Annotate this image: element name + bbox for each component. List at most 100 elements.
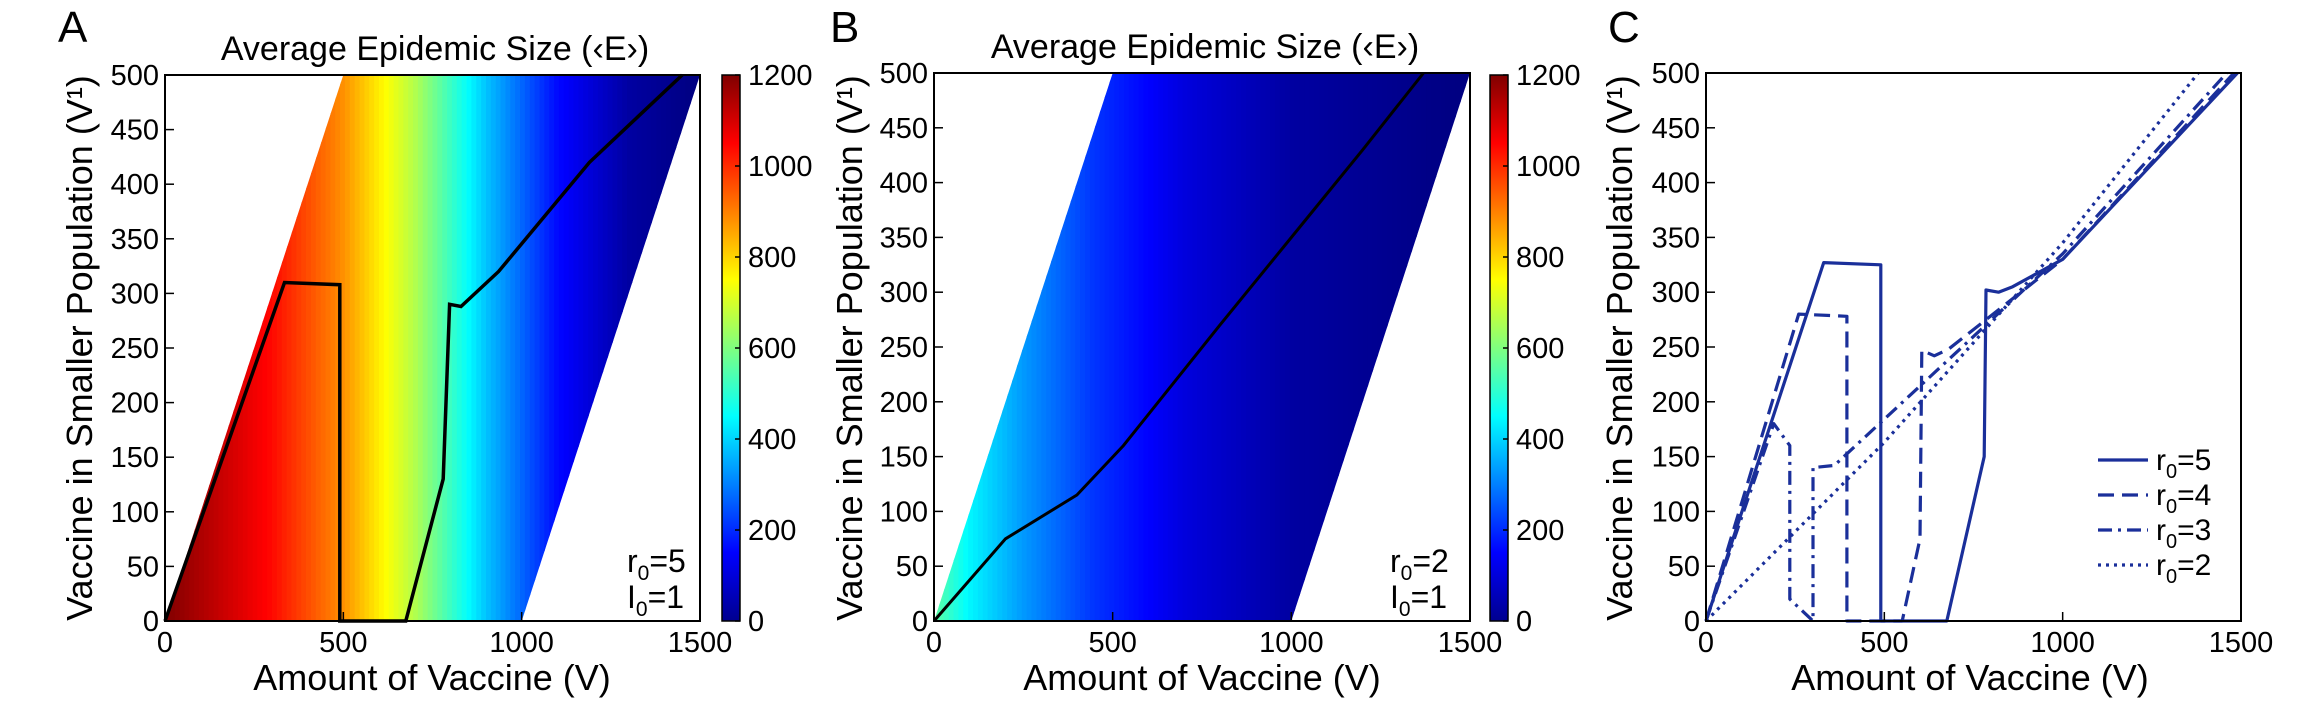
panel-b-heat-cell xyxy=(1036,73,1042,621)
panel-b-heat-cell xyxy=(1392,73,1398,621)
panel-b-y-tick-label: 450 xyxy=(880,113,928,145)
panel-a-heat-cell xyxy=(505,75,512,621)
panel-b-y-tick-label: 100 xyxy=(880,496,928,528)
panel-b-heat-cell xyxy=(1382,73,1388,621)
panel-a-heat-cell xyxy=(646,75,653,621)
panel-a-heat-cell xyxy=(573,75,580,621)
panel-a-x-ticks: 0 500 1000 1500 xyxy=(157,612,732,659)
panel-a-letter: A xyxy=(58,3,88,52)
panel-b-heat-cell xyxy=(1104,73,1111,621)
panel-a-colorbar-tick-label: 600 xyxy=(748,333,796,365)
panel-b-heat-cell xyxy=(1411,73,1418,621)
panel-b-heat-cell xyxy=(1304,73,1310,621)
panel-b-heat-cell xyxy=(953,73,960,621)
panel-b-heat-cell xyxy=(1070,73,1077,621)
panel-b-heat-cell xyxy=(1016,73,1023,621)
panel-b-heat-cell xyxy=(1396,73,1403,621)
panel-a-heat-cell xyxy=(306,75,312,621)
panel-b-heat-cell xyxy=(1431,73,1437,621)
panel-a-y-tick-label: 200 xyxy=(111,388,159,420)
panel-b-heat-cell xyxy=(1255,73,1262,621)
panel-b-y-ticks: 0 50 100 150 200 250 300 350 400 450 500 xyxy=(880,58,943,638)
panel-b-heat-cell xyxy=(1206,73,1213,621)
panel-b-heat-cell xyxy=(1309,73,1315,621)
panel-b-heat-cell xyxy=(972,73,979,621)
panel-a-heat-cell xyxy=(456,75,463,621)
panel-a-heat-cell xyxy=(393,75,400,621)
panel-c-y-tick-label: 200 xyxy=(1652,387,1700,419)
panel-c-x-tick-label: 1500 xyxy=(2209,627,2274,659)
panel-a-heat-cell xyxy=(432,75,439,621)
panel-c-x-tick-label: 0 xyxy=(1698,627,1714,659)
panel-a-heat-cell xyxy=(296,75,302,621)
panel-a-heat-cell xyxy=(461,75,468,621)
panel-b-heat-cell xyxy=(1426,73,1432,621)
panel-b-heat-cell xyxy=(1089,73,1096,621)
panel-a-heat-cell xyxy=(437,75,444,621)
panel-b-heat-cell xyxy=(1143,73,1150,621)
panel-a-heat-cell xyxy=(213,75,220,621)
panel-b-heat-cell xyxy=(1338,73,1345,621)
panel-b-heat-cell xyxy=(1221,73,1228,621)
panel-b-heat-cell xyxy=(1289,73,1296,621)
panel-a-heat-cell xyxy=(651,75,658,621)
panel-b-heat-cell xyxy=(977,73,984,621)
panel-a-heat-cell xyxy=(359,75,366,621)
panel-a-colorbar-tick-label: 1200 xyxy=(748,60,813,92)
panel-b-heat-cell xyxy=(1275,73,1281,621)
panel-a-heat-cell xyxy=(408,75,414,621)
panel-b-heat-cell xyxy=(1284,73,1291,621)
panel-c-series-line-r0-3 xyxy=(1704,71,2228,623)
panel-c-y-tick-label: 100 xyxy=(1652,496,1700,528)
panel-a-heat-cell xyxy=(247,75,254,621)
panel-a-heat-cell xyxy=(272,75,278,621)
panel-a-heat-cell xyxy=(237,75,244,621)
panel-b-heat-cell xyxy=(1075,73,1081,621)
panel-a-heat-cell xyxy=(174,75,181,621)
panel-a-heat-cell xyxy=(208,75,215,621)
panel-b-heat-cell xyxy=(958,73,965,621)
panel-a-heat-cell xyxy=(466,75,473,621)
panel-a-heat-cell xyxy=(442,75,448,621)
panel-a-title: Average Epidemic Size (‹E›) xyxy=(221,30,649,68)
panel-b-heat-cell xyxy=(1011,73,1018,621)
panel-b-colorbar-tick-label: 800 xyxy=(1516,242,1564,274)
panel-a-heat-cell xyxy=(374,75,380,621)
panel-a-heat-cell xyxy=(476,75,482,621)
panel-b-y-tick-label: 200 xyxy=(880,387,928,419)
panel-a-heat-cell xyxy=(636,75,643,621)
panel-a-heat-cell xyxy=(276,75,283,621)
panel-a-heat-cell xyxy=(656,75,662,621)
panel-a-heat-cell xyxy=(627,75,633,621)
panel-a-heat-cell xyxy=(325,75,332,621)
panel-b-heat-cell xyxy=(1265,73,1272,621)
panel-b-heat-cell xyxy=(1065,73,1072,621)
panel-b-heat-cell xyxy=(1192,73,1198,621)
panel-b-heat-cell xyxy=(1270,73,1276,621)
panel-a-heat-cell xyxy=(558,75,565,621)
panel-b-heat-cell xyxy=(1211,73,1218,621)
panel-a-heat-cell xyxy=(252,75,259,621)
panel-a-y-tick-label: 350 xyxy=(111,224,159,256)
panel-b-heat-cell xyxy=(1445,73,1452,621)
panel-a-colorbar-tick-label: 400 xyxy=(748,424,796,456)
panel-b-heat-cell xyxy=(1172,73,1179,621)
panel-a-x-tick-label: 1000 xyxy=(489,627,554,659)
panel-a-heatmap xyxy=(165,75,700,621)
panel-a-heat-cell xyxy=(578,75,585,621)
panel-b-heat-cell xyxy=(1367,73,1374,621)
panel-b-x-tick-label: 0 xyxy=(926,627,942,659)
panel-c-y-tick-label: 400 xyxy=(1652,168,1700,200)
panel-c-letter: C xyxy=(1608,3,1640,52)
panel-b-colorbar-tick-label: 600 xyxy=(1516,333,1564,365)
panel-a: A Average Epidemic Size (‹E›) 0 50 100 150 2… xyxy=(58,3,813,698)
panel-a-heat-cell xyxy=(617,75,623,621)
panel-a-heat-cell xyxy=(588,75,594,621)
panel-a-colorbar-tick-label: 0 xyxy=(748,606,764,638)
panel-b-heat-cell xyxy=(1348,73,1354,621)
panel-a-heat-cell xyxy=(417,75,424,621)
panel-b-heat-cell xyxy=(1450,73,1457,621)
panel-a-colorbar-tick-label: 1000 xyxy=(748,151,813,183)
panel-b-heat-cell xyxy=(1343,73,1349,621)
